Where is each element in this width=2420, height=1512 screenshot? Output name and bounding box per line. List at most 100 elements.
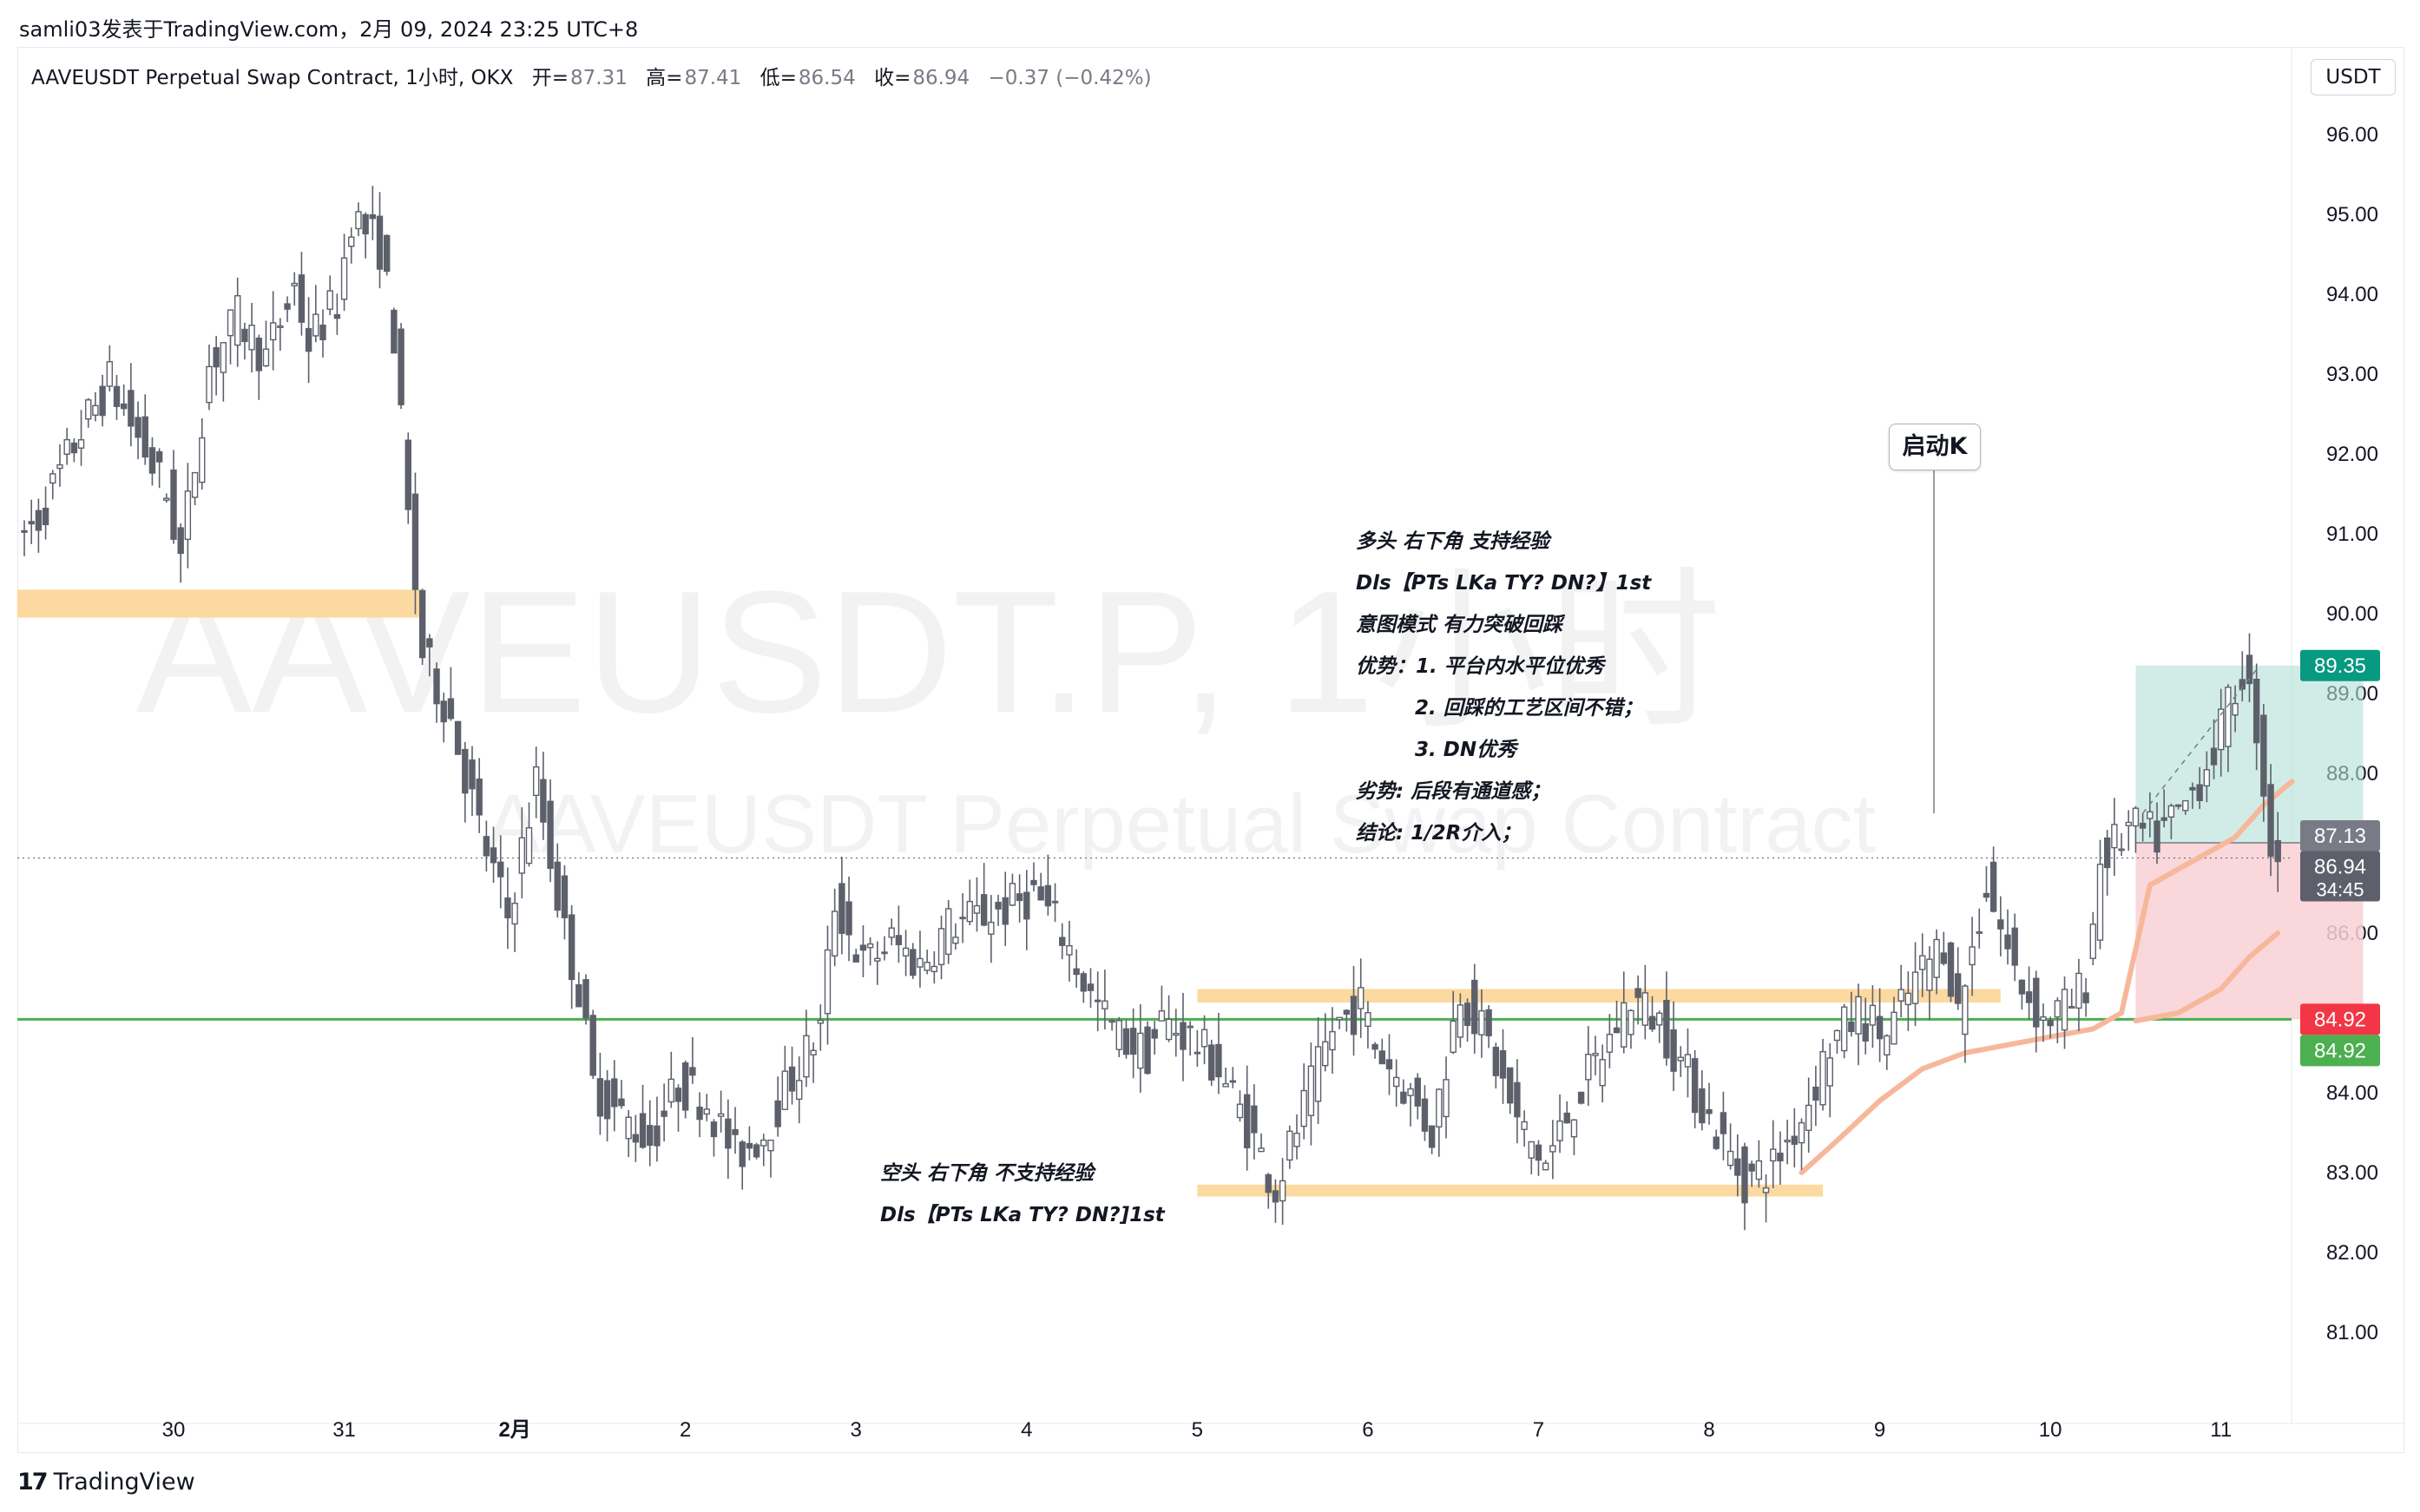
candle-body xyxy=(767,1139,774,1152)
y-tick-label: 95.00 xyxy=(2326,203,2378,227)
candle-body xyxy=(1037,886,1044,901)
long-note-line[interactable]: Dls【PTs LKa TY? DN?】1st xyxy=(1356,572,1652,595)
tradingview-logo[interactable]: 17 TradingView xyxy=(17,1469,195,1496)
candle-body xyxy=(2225,687,2232,747)
candle-body xyxy=(398,328,404,405)
candle-body xyxy=(1670,1029,1677,1072)
candle-body xyxy=(1848,1021,1855,1033)
candle-body xyxy=(1051,900,1059,904)
symbol-title[interactable]: AAVEUSDT Perpetual Swap Contract, 1小时, O… xyxy=(31,67,514,89)
candle-body xyxy=(1272,1190,1279,1203)
x-tick-label: 9 xyxy=(1874,1418,1885,1442)
candle-body xyxy=(1329,1030,1336,1051)
candle-body xyxy=(1628,1009,1634,1035)
candle-body xyxy=(1855,996,1862,1035)
candle-body xyxy=(582,979,589,1019)
start-k-label[interactable]: 启动K xyxy=(1889,424,1981,470)
candle-body xyxy=(1471,979,1478,1035)
candle-body xyxy=(661,1110,667,1117)
long-note-line[interactable]: 2. 回踩的工艺区间不错； xyxy=(1415,697,1643,720)
candle-body xyxy=(988,921,995,935)
candle-body xyxy=(447,698,455,720)
long-note-line[interactable]: 多头 右下角 支持经验 xyxy=(1356,530,1550,553)
entry-price-tag: 87.13 xyxy=(2300,820,2380,852)
candle-body xyxy=(1378,1050,1386,1065)
long-note-line[interactable]: 意图模式 有力突破回踩 xyxy=(1356,614,1563,636)
candle-body xyxy=(1087,983,1095,991)
publisher-line: samli03发表于TradingView.com，2月 09, 2024 23… xyxy=(19,17,639,42)
candle-body xyxy=(369,214,377,220)
short-note-line[interactable]: 空头 右下角 不支持经验 xyxy=(880,1162,1095,1185)
currency-button[interactable]: USDT xyxy=(2311,59,2396,95)
candle-body xyxy=(696,1106,703,1121)
tradingview-brand: TradingView xyxy=(53,1469,195,1496)
last-price-text: 86.94 xyxy=(2314,856,2366,879)
candle-body xyxy=(803,1035,810,1078)
candle-body xyxy=(1129,1028,1137,1055)
candle-body xyxy=(348,236,355,247)
candle-body xyxy=(2252,679,2260,744)
candle-body xyxy=(426,638,433,648)
close-label: 收= xyxy=(874,67,911,89)
candle-body xyxy=(2018,979,2026,995)
long-note-line[interactable]: 劣势: 后段有通道感； xyxy=(1356,780,1551,803)
candle-body xyxy=(199,437,206,483)
candle-body xyxy=(170,469,177,540)
y-tick-label: 92.00 xyxy=(2326,443,2378,466)
candle-body xyxy=(277,325,284,328)
candle-body xyxy=(1876,1016,1884,1040)
candle-body xyxy=(1577,1091,1585,1104)
candle-body xyxy=(2203,769,2211,787)
candle-body xyxy=(1279,1180,1286,1202)
candle-body xyxy=(1066,944,1073,956)
candle-body xyxy=(1634,988,1641,998)
long-note-line[interactable]: 3. DN优秀 xyxy=(1415,739,1517,761)
candle-body xyxy=(1606,1034,1614,1053)
candle-body xyxy=(1933,938,1940,978)
short-note-line[interactable]: Dls【PTs LKa TY? DN?]1st xyxy=(880,1204,1165,1226)
candle-body xyxy=(141,416,148,458)
candle-body xyxy=(2025,991,2033,1003)
candle-body xyxy=(1613,1027,1621,1034)
candle-body xyxy=(1904,992,1912,1006)
candle-body xyxy=(760,1139,767,1147)
candle-body xyxy=(340,257,348,300)
candle-body xyxy=(128,390,135,427)
candle-body xyxy=(220,342,227,373)
candle-body xyxy=(2260,714,2267,797)
candle-body xyxy=(2239,679,2246,690)
candle-body xyxy=(1358,987,1365,1009)
candle-body xyxy=(674,1088,682,1102)
candle-body xyxy=(1691,1058,1699,1114)
candle-body xyxy=(703,1108,710,1115)
candle-body xyxy=(2196,784,2203,801)
candle-body xyxy=(710,1121,718,1138)
candle-body xyxy=(540,779,547,823)
candle-body xyxy=(92,404,99,416)
candle-body xyxy=(1521,1121,1528,1130)
candle-body xyxy=(1528,1141,1535,1159)
high-value: 87.41 xyxy=(684,67,742,89)
candle-body xyxy=(1343,1009,1351,1015)
candle-body xyxy=(1265,1173,1272,1193)
y-tick-label: 81.00 xyxy=(2326,1321,2378,1344)
candle-body xyxy=(1215,1043,1222,1078)
candle-body xyxy=(1549,1145,1556,1153)
candle-body xyxy=(490,847,497,864)
candle-body xyxy=(1641,992,1649,1026)
candle-body xyxy=(596,1078,604,1117)
candle-body xyxy=(1122,1028,1130,1055)
candle-body xyxy=(1478,1009,1485,1035)
candle-body xyxy=(1101,1000,1108,1009)
ema-line-2 xyxy=(2133,930,2281,1024)
candle-body xyxy=(305,327,312,352)
y-tick-label: 83.00 xyxy=(2326,1161,2378,1185)
long-note-line[interactable]: 优势：1. 平台内水平位优秀 xyxy=(1356,655,1604,678)
candle-body xyxy=(937,928,945,966)
symbol-legend: AAVEUSDT Perpetual Swap Contract, 1小时, O… xyxy=(31,61,1152,90)
candle-body xyxy=(2139,822,2147,829)
candle-body xyxy=(866,943,874,949)
candle-body xyxy=(2103,837,2111,869)
long-note-line[interactable]: 结论: 1/2R介入； xyxy=(1356,822,1522,845)
